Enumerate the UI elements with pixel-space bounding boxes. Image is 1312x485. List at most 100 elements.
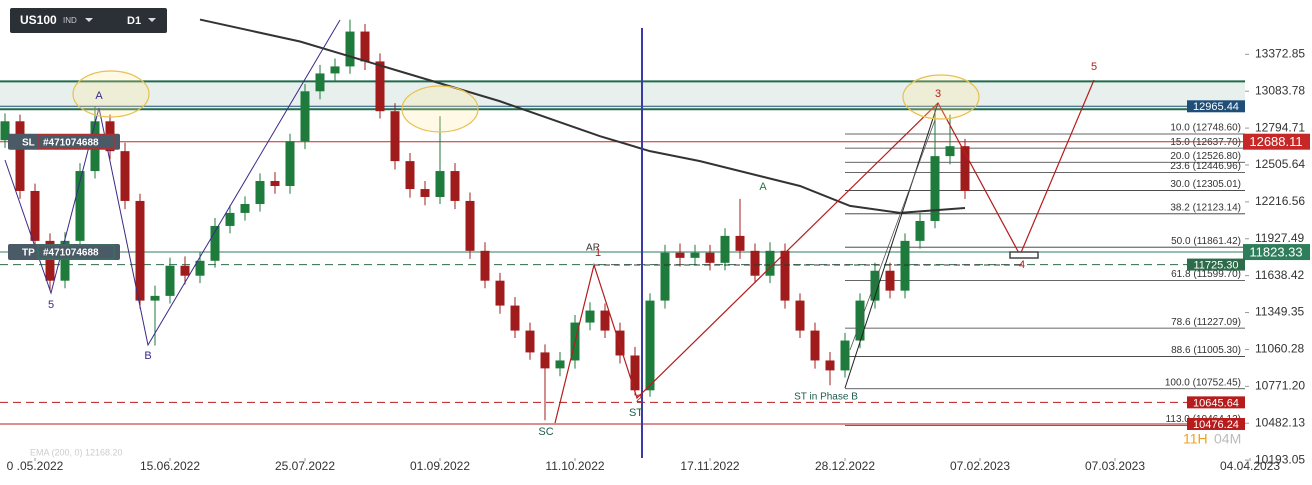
y-tick-label: 11349.35 [1255,305,1304,319]
order-type: TP [22,248,35,259]
zone [0,81,1245,110]
trend-line [849,119,936,351]
candle-body [360,31,370,62]
highlight-ellipse [72,70,150,118]
candle-body [495,280,505,306]
price-tag [1187,417,1245,430]
candle-body [120,151,130,201]
candle-body [420,189,430,197]
price-tag-label: 11725.30 [1193,259,1238,271]
candle-body [885,270,895,291]
y-tick-label: 11927.49 [1255,231,1304,245]
candle-body [135,200,145,301]
candle-body [75,171,85,241]
annotation: 5 [1091,61,1097,73]
x-tick-label: 15.06.2022 [140,459,200,473]
order-id: #471074688 [43,248,99,259]
candle-body [600,310,610,331]
x-tick-label: 07.03.2023 [1085,459,1145,473]
dropdown-icon[interactable] [148,18,156,22]
fib-label: 30.0 (12305.01) [1170,179,1241,190]
candle-body [330,66,340,74]
price-tag [1243,244,1310,261]
candle-body [630,355,640,391]
annotation: 2 [636,393,642,405]
timeframe[interactable]: D1 [127,15,141,27]
candle-body [435,171,445,197]
y-tick-label: 12216.56 [1255,194,1305,208]
annotation: 5 [48,299,54,311]
fib-label: 23.6 (12446.96) [1170,161,1241,172]
highlight-ellipse [902,74,980,120]
y-tick-label: 10482.13 [1255,415,1305,429]
candle-body [930,156,940,221]
candle-body [270,181,280,186]
candle-body [375,61,385,112]
candle-body [165,265,175,296]
candle-body [540,352,550,369]
candle-body [465,200,475,251]
x-tick-label: 17.11.2022 [680,459,739,473]
y-tick-label: 11638.42 [1255,268,1304,282]
timer-minutes: 04M [1214,431,1241,447]
candle-body [15,121,25,191]
fib-label: 61.8 (11599.70) [1171,269,1241,280]
candle-body [510,305,520,331]
candle-body [660,252,670,301]
price-tag-label: 10476.24 [1193,419,1239,431]
fib-label: 100.0 (10752.45) [1165,377,1241,388]
symbol[interactable]: US100 [20,13,57,27]
y-tick-label: 10771.20 [1255,379,1305,393]
annotation: SC [538,426,553,438]
y-tick-label: 13083.78 [1255,83,1305,97]
ema-line [199,18,966,214]
zone-layer [0,80,1245,111]
candle-body [180,265,190,276]
target-box [1009,251,1039,259]
candle-body [705,252,715,263]
candle-body [855,300,865,341]
candle-body [750,250,760,276]
highlight-ellipse [401,85,479,133]
fib-anchor-line [844,102,939,389]
candle-body [45,240,55,281]
candle-body [450,171,460,201]
candle-body [525,330,535,353]
annotation: AR [586,243,600,254]
x-tick-label: 01.09.2022 [410,459,470,473]
price-tag-label: 11823.33 [1249,244,1302,259]
dropdown-icon[interactable] [85,18,93,22]
candle-body [735,235,745,251]
y-tick-label: 11060.28 [1255,342,1304,356]
candle-body [765,250,775,276]
candle-body [675,252,685,258]
price-tag-label: 10645.64 [1193,397,1239,409]
annotation: A [759,181,767,193]
annotation: 4 [1019,259,1025,271]
order-id: #471074688 [43,137,99,148]
instrument-kind[interactable]: IND [63,16,77,25]
candle-body [720,235,730,263]
price-tag-label: 12688.11 [1249,134,1302,149]
annotation: B [144,350,151,362]
candle-body [900,240,910,291]
candle-body [210,225,220,261]
candle-body [390,111,400,162]
candle-body [915,220,925,241]
price-tag-label: 12965.44 [1193,101,1239,113]
fib-label: 78.6 (11227.09) [1171,317,1241,328]
fib-layer: 10.0 (12748.60) 15.0 (12637.70) 20.0 (1252… [0,105,1245,426]
annotation: A [95,90,103,102]
ema-legend: EMA (200, 0) 12168.20 [30,447,123,457]
candle-layer [0,18,970,421]
candle-body [255,181,265,204]
candle-body [690,252,700,258]
x-tick-label: 25.07.2022 [275,459,335,473]
candle-body [0,121,10,141]
y-tick-label: 13372.85 [1255,46,1305,60]
price-tag [1187,258,1245,271]
candle-body [960,146,970,191]
candle-body [345,31,355,67]
over-layer: 12965.44 12688.11 SL #471074688 11823.33 TP #4… [8,100,1310,431]
